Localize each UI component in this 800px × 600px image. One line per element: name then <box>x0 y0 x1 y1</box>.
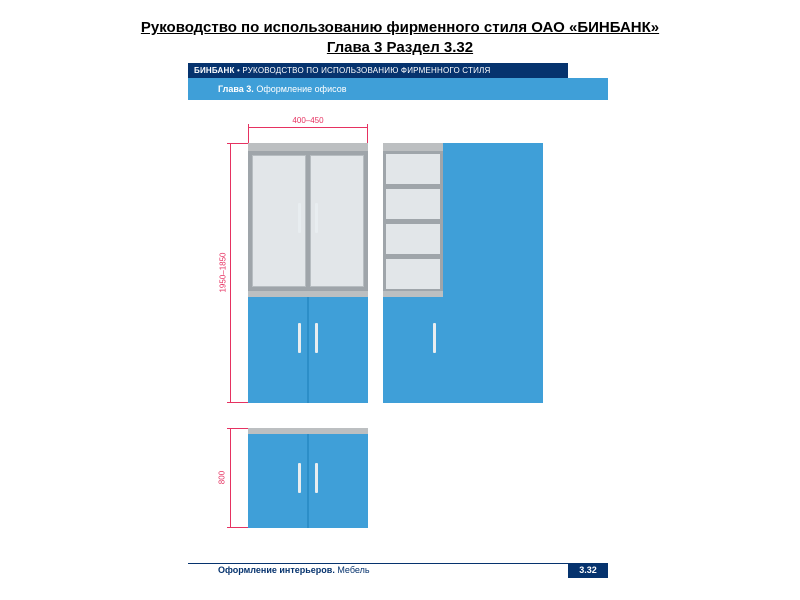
brand-sheet: БИНБАНК • РУКОВОДСТВО ПО ИСПОЛЬЗОВАНИЮ Ф… <box>188 63 608 583</box>
footer-bold: Оформление интерьеров. <box>218 565 335 575</box>
shelf <box>386 224 440 254</box>
shelf <box>386 259 440 289</box>
dim-ext <box>230 143 248 144</box>
cabinet-tall-glass <box>248 143 368 403</box>
dim-cabA-height-line <box>230 143 231 403</box>
dim-cabA-width-label: 400–450 <box>248 116 368 125</box>
footer-text: Оформление интерьеров. Мебель <box>218 565 370 575</box>
dim-cabA-height-label: 1950–1850 <box>219 238 228 308</box>
handle-icon <box>298 463 301 493</box>
footer-bar: Оформление интерьеров. Мебель 3.32 <box>188 563 608 578</box>
dim-cabD-height-label: 800 <box>218 458 227 498</box>
header-bar-navy: БИНБАНК • РУКОВОДСТВО ПО ИСПОЛЬЗОВАНИЮ Ф… <box>188 63 568 78</box>
dim-ext <box>230 428 248 429</box>
title-line-2: Глава 3 Раздел 3.32 <box>327 39 473 56</box>
shelf <box>386 154 440 184</box>
page: Руководство по использованию фирменного … <box>0 0 800 600</box>
cabinet-tall-open-shelf <box>383 143 443 403</box>
door-divider <box>307 434 309 528</box>
page-title: Руководство по использованию фирменного … <box>0 18 800 57</box>
handle-icon <box>298 323 301 353</box>
cabinet-tall-blank <box>443 143 543 403</box>
handle-icon <box>433 323 436 353</box>
title-line-1: Руководство по использованию фирменного … <box>141 19 659 36</box>
cabinet-low-double <box>248 428 368 528</box>
header-bar2-rest: Оформление офисов <box>254 84 347 94</box>
glass-pane-right <box>310 155 364 287</box>
handle-icon <box>315 203 318 233</box>
handle-icon <box>315 323 318 353</box>
dim-ext <box>230 527 248 528</box>
handle-icon <box>315 463 318 493</box>
shelf <box>386 189 440 219</box>
footer-page-number: 3.32 <box>568 563 608 578</box>
header-bar1-text: • РУКОВОДСТВО ПО ИСПОЛЬЗОВАНИЮ ФИРМЕННОГ… <box>235 66 491 75</box>
footer-rest: Мебель <box>335 565 370 575</box>
dim-ext <box>230 402 248 403</box>
door-divider <box>307 297 309 403</box>
dim-ext <box>248 127 249 143</box>
header-bar2-bold: Глава 3. <box>218 84 254 94</box>
cabinet-top-panel <box>383 143 443 151</box>
cabinet-top-panel <box>248 143 368 151</box>
header-bar-blue: Глава 3. Оформление офисов <box>188 78 608 100</box>
dim-cabA-width-line <box>248 127 368 128</box>
header-brand: БИНБАНК <box>194 66 235 75</box>
handle-icon <box>298 203 301 233</box>
dim-ext <box>367 127 368 143</box>
dim-cabD-height-line <box>230 428 231 528</box>
cabinet-glass-section <box>248 151 368 291</box>
footer-line <box>188 563 608 564</box>
